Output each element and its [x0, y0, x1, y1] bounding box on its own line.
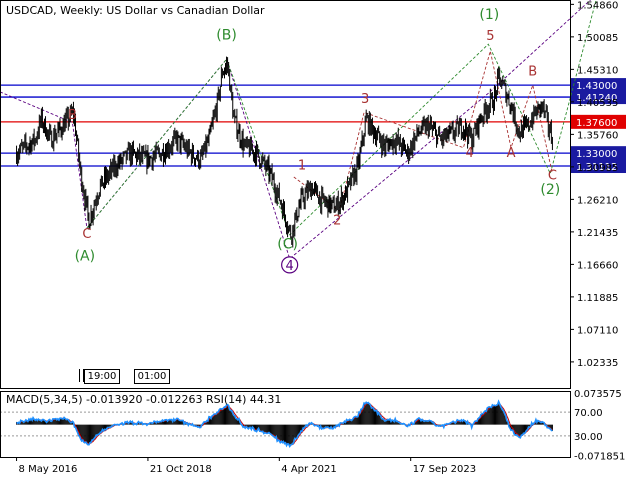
price-panel-frame: [0, 0, 571, 389]
level-label: 1.37600: [576, 118, 617, 129]
y-tick-label: 1.50085: [577, 33, 618, 44]
y-tick-label: 1.45310: [577, 65, 618, 76]
wave-label: 1: [298, 158, 306, 173]
x-tick-label: 21 Oct 2018: [150, 464, 212, 475]
level-label: 1.33000: [576, 149, 617, 160]
price-series: [16, 56, 553, 248]
y-tick-label: 1.21435: [577, 228, 618, 239]
wave-path-green: [86, 0, 597, 236]
macd-rsi-label: MACD(5,34,5) -0.013920 -0.012263 RSI(14)…: [6, 393, 282, 406]
y-tick-label: 1.07110: [577, 325, 618, 336]
level-label-box: [571, 78, 626, 93]
wave-label: 2: [333, 214, 341, 229]
wave-label: (C): [277, 236, 298, 252]
level-label-box: [571, 90, 626, 105]
y-tick-label: 1.40535: [577, 98, 618, 109]
wave-label: C: [548, 169, 557, 184]
indicator-y-tick-label: 30.00: [574, 432, 603, 443]
time-box-marker: [79, 369, 84, 382]
wave-label: C: [82, 227, 91, 242]
x-tick-label: 4 Apr 2021: [281, 464, 336, 475]
level-label-box: [571, 114, 626, 129]
y-tick-label: 1.02335: [577, 358, 618, 369]
level-label: 1.43000: [576, 81, 617, 92]
wave-label: (2): [540, 182, 560, 198]
y-tick-label: 1.35760: [577, 130, 618, 141]
elliott-wave-paths: [0, 0, 597, 260]
wave-label: B: [68, 108, 77, 123]
y-tick-label: 1.16660: [577, 260, 618, 271]
y-tick-label: 1.30985: [577, 163, 618, 174]
level-label-box: [571, 159, 626, 174]
wave-label-circle: [281, 256, 299, 274]
wave-label: A: [507, 146, 516, 161]
level-label: 1.41240: [576, 93, 617, 104]
wave-path-purple: [226, 0, 592, 260]
wave-path-red: [293, 50, 553, 212]
indicator-y-tick-label: 0.073575: [574, 389, 622, 400]
indicator-y-tick-label: -0.071851: [574, 452, 625, 463]
y-tick-label: 1.26210: [577, 195, 618, 206]
wave-label: 4: [286, 259, 294, 274]
wave-label: (A): [75, 249, 96, 265]
wave-path-purple: [0, 58, 227, 230]
macd-panel: 0.073575 70.00 30.00 -0.071851: [0, 389, 625, 463]
level-label: 1.31112: [576, 162, 617, 173]
wave-label: (B): [216, 27, 237, 43]
indicator-y-tick-label: 70.00: [574, 408, 603, 419]
wave-label: 3: [361, 92, 369, 107]
time-box-2[interactable]: 01:00: [134, 369, 170, 384]
x-tick-label: 17 Sep 2023: [413, 464, 476, 475]
wave-label: B: [528, 65, 537, 80]
chart-axes: 1.54860 1.50085 1.45310 1.40535 1.35760 1.309…: [0, 0, 618, 475]
y-tick-label: 1.54860: [577, 0, 618, 11]
x-tick-label: 8 May 2016: [19, 464, 78, 475]
time-box-1[interactable]: 19:00: [84, 369, 120, 384]
wave-label: (1): [479, 7, 499, 23]
indicator-panel-frame: [0, 391, 571, 458]
y-tick-label: 1.11885: [577, 293, 618, 304]
chart-title: USDCAD, Weekly: US Dollar vs Canadian Do…: [6, 4, 265, 17]
level-label-box: [571, 146, 626, 161]
wave-label: 5: [486, 29, 494, 44]
wave-label: 4: [466, 146, 474, 161]
macd-signal-line: [16, 399, 553, 449]
